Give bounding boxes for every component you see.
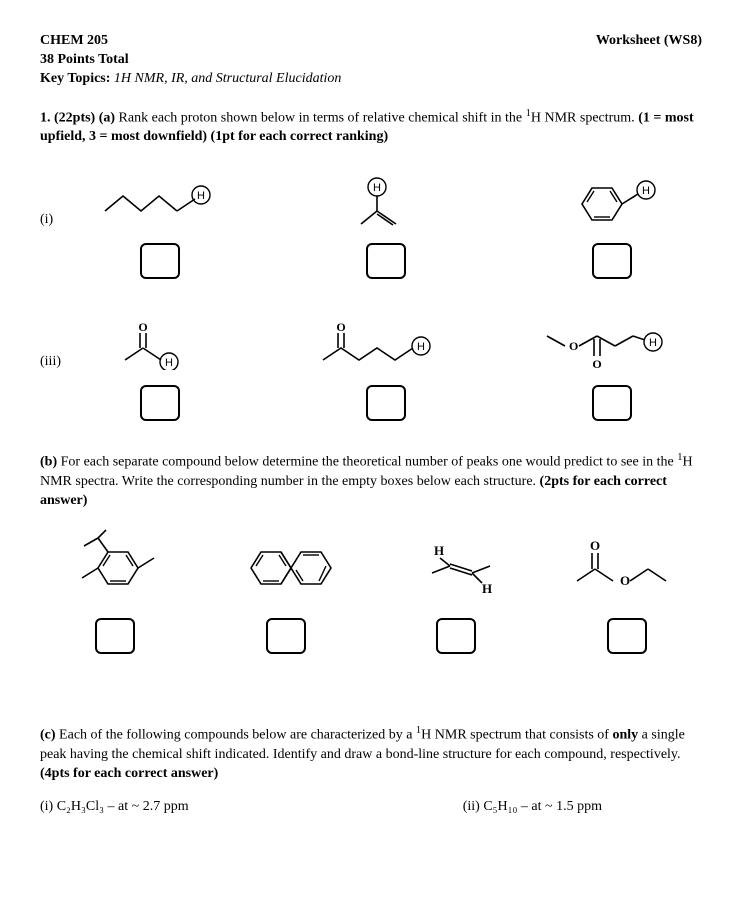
answer-box-iii-3[interactable] [592, 385, 632, 421]
points-total: 38 Points Total [40, 51, 702, 70]
xylene-icon [50, 528, 180, 608]
struct-i-1: H [70, 173, 250, 279]
vinyl-h-icon: H [341, 173, 431, 233]
qc-t2: H NMR spectrum that consists of [421, 728, 612, 743]
question-1b: (b) For each separate compound below det… [40, 451, 702, 654]
ester-alpha-h-icon: O O H [537, 315, 687, 375]
qc-part-i: (i) C₂H₃Cl₃ – at ~ 2.7 ppm [40, 798, 189, 817]
svg-text:H: H [649, 337, 657, 349]
struct-iii-1: O H [70, 315, 250, 421]
qc-part-ii: (ii) C₅H₁₀ – at ~ 1.5 ppm [463, 798, 602, 817]
answer-box-i-3[interactable] [592, 243, 632, 279]
course-code: CHEM 205 [40, 32, 108, 51]
answer-box-iii-2[interactable] [366, 385, 406, 421]
naphthalene-icon [226, 528, 346, 608]
answer-box-i-2[interactable] [366, 243, 406, 279]
butene-h-icon: H H [396, 528, 516, 608]
svg-text:H: H [417, 341, 425, 353]
answer-box-iii-1[interactable] [140, 385, 180, 421]
ketone-alpha-h-icon: O H [311, 315, 461, 375]
svg-text:O: O [138, 320, 147, 334]
topics-label: Key Topics: [40, 71, 110, 86]
question-1c: (c) Each of the following compounds belo… [40, 724, 702, 816]
struct-iii-2: O H [296, 315, 476, 421]
struct-b-1 [40, 528, 190, 654]
benzene-h-icon: H [552, 173, 672, 233]
struct-i-3: H [522, 173, 702, 279]
worksheet-label: Worksheet (WS8) [596, 32, 702, 51]
row-iii-label: (iii) [40, 303, 70, 421]
svg-text:H: H [434, 543, 444, 558]
row-i: (i) H H [40, 161, 702, 279]
answer-box-b-4[interactable] [607, 618, 647, 654]
answer-box-b-3[interactable] [436, 618, 476, 654]
q1-t1: Rank each proton shown below in terms of… [115, 110, 526, 125]
svg-text:H: H [482, 581, 492, 596]
svg-text:O: O [590, 538, 600, 553]
header-row: CHEM 205 Worksheet (WS8) [40, 32, 702, 51]
qb-t1: For each separate compound below determi… [57, 455, 677, 470]
ester-icon: O O [562, 528, 692, 608]
svg-text:O: O [336, 320, 345, 334]
key-topics-line: Key Topics: 1H NMR, IR, and Structural E… [40, 70, 702, 89]
qc-label: (c) [40, 728, 56, 743]
aldehyde-h-icon: O H [110, 315, 210, 375]
row-i-label: (i) [40, 161, 70, 279]
qb-label: (b) [40, 455, 57, 470]
row-b: H H O [40, 528, 702, 654]
svg-text:H: H [165, 357, 173, 369]
svg-text:H: H [197, 190, 205, 202]
svg-text:H: H [642, 185, 650, 197]
alkyl-ch-icon: H [95, 173, 225, 233]
question-1a: 1. (22pts) (a) Rank each proton shown be… [40, 107, 702, 421]
answer-box-i-1[interactable] [140, 243, 180, 279]
qc-t3: only [612, 728, 638, 743]
struct-i-2: H [296, 173, 476, 279]
q1-number: 1. (22pts) (a) [40, 110, 115, 125]
svg-text:H: H [373, 182, 381, 194]
svg-text:O: O [569, 339, 578, 353]
struct-iii-3: O O H [522, 315, 702, 421]
qc-parts: (i) C₂H₃Cl₃ – at ~ 2.7 ppm (ii) C₅H₁₀ – … [40, 798, 702, 817]
row-iii: (iii) O H [40, 303, 702, 421]
q1a-text: 1. (22pts) (a) Rank each proton shown be… [40, 107, 702, 147]
answer-box-b-2[interactable] [266, 618, 306, 654]
q1c-text: (c) Each of the following compounds belo… [40, 724, 702, 783]
q1-t2: H NMR spectrum. [531, 110, 638, 125]
struct-b-3: H H [381, 528, 531, 654]
topics-text: 1H NMR, IR, and Structural Elucidation [114, 71, 341, 86]
qc-t5: (4pts for each correct answer) [40, 766, 218, 781]
answer-box-b-1[interactable] [95, 618, 135, 654]
struct-b-2 [211, 528, 361, 654]
svg-text:O: O [620, 573, 630, 588]
struct-b-4: O O [552, 528, 702, 654]
svg-text:O: O [592, 357, 601, 371]
qc-t1: Each of the following compounds below ar… [56, 728, 416, 743]
q1b-text: (b) For each separate compound below det… [40, 451, 702, 510]
